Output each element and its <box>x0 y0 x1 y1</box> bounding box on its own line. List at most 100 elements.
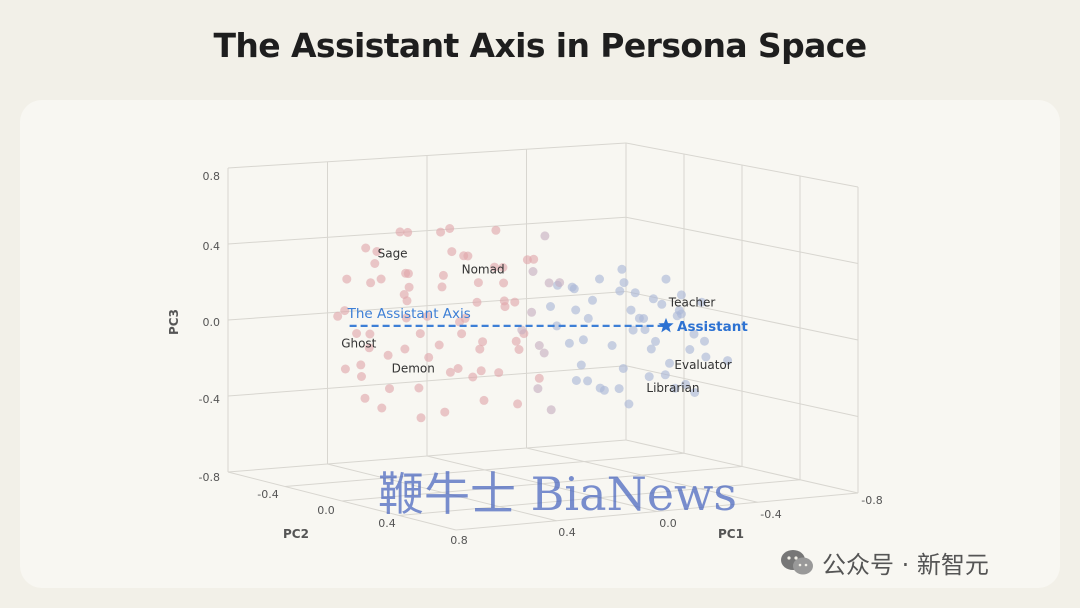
data-point <box>437 282 447 292</box>
data-point <box>511 336 521 346</box>
data-point <box>360 393 370 403</box>
data-point <box>555 278 565 288</box>
data-point <box>510 297 520 307</box>
data-point <box>546 302 555 311</box>
data-point <box>522 255 532 265</box>
data-point <box>415 329 425 339</box>
data-point <box>546 405 556 415</box>
data-point <box>661 274 671 284</box>
data-point <box>700 336 709 346</box>
data-point <box>624 399 634 409</box>
data-point <box>468 372 478 382</box>
data-point <box>475 344 485 354</box>
grid-line <box>526 447 758 503</box>
pc1-tick-label: 0.0 <box>659 517 677 530</box>
data-point <box>676 290 686 300</box>
data-point <box>607 341 617 350</box>
data-point <box>499 278 509 288</box>
data-point <box>365 329 375 339</box>
data-point <box>372 247 382 256</box>
data-point <box>614 384 624 394</box>
data-point <box>453 364 463 373</box>
data-point <box>539 348 549 358</box>
data-point <box>476 366 486 376</box>
data-point <box>540 231 550 241</box>
data-point <box>723 356 733 366</box>
data-point <box>422 311 432 321</box>
grid-line <box>625 291 859 341</box>
grid-line <box>227 365 627 397</box>
persona-label: Teacher <box>668 295 716 309</box>
pc3-tick-label: -0.4 <box>199 393 220 406</box>
data-point <box>445 224 455 233</box>
data-point <box>376 274 386 284</box>
persona-label: Demon <box>392 362 435 376</box>
data-point <box>356 360 366 370</box>
pc2-tick-label: 0.0 <box>317 504 335 517</box>
data-point <box>651 336 660 346</box>
data-point <box>528 267 538 276</box>
grid-line <box>398 479 801 516</box>
pc1-axis-label: PC1 <box>718 527 744 541</box>
data-point <box>424 352 434 362</box>
data-point <box>640 325 650 335</box>
grid-line <box>341 466 743 502</box>
pc2-axis-label: PC2 <box>283 527 309 541</box>
data-point <box>701 352 711 362</box>
data-point <box>571 376 581 385</box>
credit-text: 公众号 · 新智元 <box>822 551 989 579</box>
data-point <box>352 329 362 338</box>
data-point <box>414 383 424 393</box>
data-point <box>366 278 376 288</box>
data-point <box>340 364 350 374</box>
persona-label: Librarian <box>646 381 699 395</box>
data-point <box>342 274 352 284</box>
data-point <box>460 313 470 323</box>
data-point <box>657 299 667 309</box>
data-point <box>646 344 656 354</box>
pc3-tick-label: -0.8 <box>199 471 220 484</box>
data-point <box>445 367 455 377</box>
credit: 公众号 · 新智元 <box>780 545 989 580</box>
data-point <box>660 370 670 380</box>
pc3-tick-label: 0.8 <box>203 170 221 183</box>
data-point <box>400 344 410 354</box>
pc2-tick-label: 0.4 <box>378 517 396 530</box>
data-point <box>361 243 371 253</box>
pc1-tick-label: -0.4 <box>760 508 781 521</box>
assistant-axis-layer: The Assistant Axis Assistant <box>347 306 749 335</box>
data-point <box>595 274 604 284</box>
data-point <box>576 360 586 370</box>
data-point <box>457 329 467 339</box>
data-point <box>333 311 343 321</box>
assistant-label: Assistant <box>677 319 748 335</box>
data-point <box>534 373 544 383</box>
pc1-tick-label: -0.8 <box>861 494 882 507</box>
data-point <box>370 259 380 268</box>
data-point <box>619 278 629 288</box>
data-point <box>665 358 674 368</box>
data-point <box>578 335 588 345</box>
data-point <box>552 321 562 331</box>
data-point <box>533 384 543 394</box>
pc1-tick-label: 0.4 <box>558 526 576 539</box>
data-point <box>513 399 523 409</box>
persona-label: Evaluator <box>674 358 731 372</box>
data-point <box>383 350 393 360</box>
data-point <box>364 343 374 353</box>
data-point <box>357 372 366 381</box>
data-point <box>377 403 387 413</box>
data-point <box>527 307 537 317</box>
pc2-tick-label: 0.8 <box>450 534 468 547</box>
data-point <box>395 227 405 237</box>
page-title: The Assistant Axis in Persona Space <box>213 26 867 65</box>
data-point <box>626 305 636 315</box>
data-point <box>403 227 413 237</box>
data-point <box>472 297 482 307</box>
data-point <box>436 227 446 237</box>
data-point <box>514 345 524 354</box>
watermark: 鞭牛士 BiaNews <box>378 467 738 521</box>
data-point <box>670 383 680 393</box>
data-point <box>404 282 414 292</box>
